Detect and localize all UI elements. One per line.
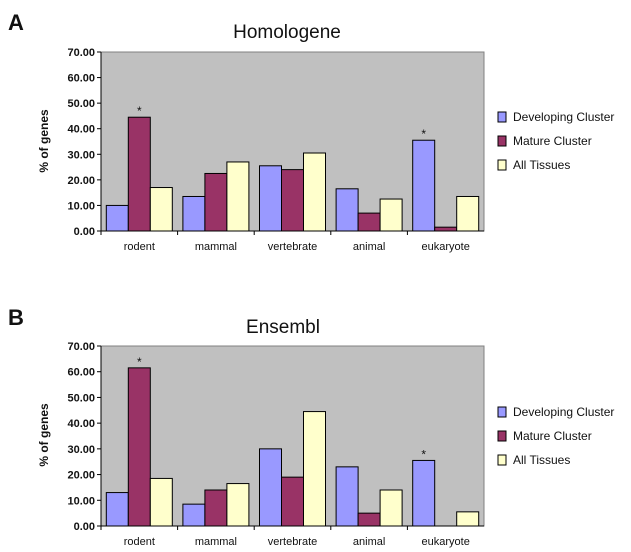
bar-all-tissues [149,477,173,527]
y-tick-label: 0.00 [74,226,95,238]
legend-label: Developing Cluster [513,110,614,124]
x-tick-label: rodent [124,241,155,253]
x-tick-label: mammal [195,241,237,253]
bar-mature-cluster [281,476,304,527]
bar-all-tissues [379,489,403,527]
bar-developing-cluster [335,466,359,527]
bar-mature-cluster [204,172,228,232]
y-tick-label: 20.00 [67,470,95,482]
legend-swatch [497,111,507,123]
bar-mature-cluster [127,367,151,527]
significance-marker: * [421,447,426,461]
bar-mature-cluster [204,489,228,527]
legend-swatch [497,406,507,418]
panel-letter: A [8,10,24,35]
significance-marker: * [137,104,142,118]
bar-developing-cluster [259,448,282,527]
x-tick-label: eukaryote [422,536,470,548]
bar-all-tissues [149,187,173,232]
y-tick-label: 70.00 [67,341,95,353]
legend-swatch [497,159,507,171]
y-tick-label: 60.00 [67,367,95,379]
significance-marker: * [421,127,426,141]
bar-developing-cluster [335,188,359,232]
bar-all-tissues [456,511,480,527]
bar-all-tissues [379,198,403,232]
x-tick-label: animal [353,241,385,253]
bar-developing-cluster [182,195,206,232]
y-axis-label: % of genes [37,403,51,467]
y-tick-label: 10.00 [67,495,95,507]
bar-developing-cluster [412,459,436,527]
y-tick-label: 10.00 [67,200,95,212]
bar-mature-cluster [357,212,381,232]
legend: Developing Cluster Mature Cluster All Tiss… [497,110,614,172]
legend-label: All Tissues [513,453,570,467]
bar-mature-cluster [127,116,151,232]
y-axis-label: % of genes [37,109,51,173]
y-tick-label: 30.00 [67,149,95,161]
legend: Developing Cluster Mature Cluster All Tiss… [497,405,614,467]
x-tick-label: mammal [195,536,237,548]
legend-label: All Tissues [513,158,570,172]
legend-swatch [497,430,507,442]
bar-mature-cluster [434,226,458,232]
bar-mature-cluster [281,169,304,232]
chart-title: Ensembl [246,317,320,338]
x-tick-label: animal [353,536,385,548]
bar-developing-cluster [105,204,129,232]
legend-swatch [497,135,507,147]
legend-label: Mature Cluster [513,134,592,148]
y-tick-label: 20.00 [67,175,95,187]
y-tick-label: 0.00 [74,521,95,533]
x-tick-label: eukaryote [422,241,470,253]
x-tick-label: rodent [124,536,155,548]
y-tick-label: 40.00 [67,124,95,136]
legend-label: Mature Cluster [513,429,592,443]
y-tick-label: 50.00 [67,392,95,404]
legend-label: Developing Cluster [513,405,614,419]
bar-all-tissues [303,152,326,232]
bar-developing-cluster [182,503,206,527]
y-tick-label: 60.00 [67,73,95,85]
bar-all-tissues [226,483,250,527]
x-tick-label: vertebrate [268,241,318,253]
y-tick-label: 70.00 [67,47,95,59]
panel-letter: B [8,305,24,330]
chart-title: Homologene [233,22,341,43]
bar-developing-cluster [412,139,436,232]
bar-developing-cluster [259,165,282,232]
significance-marker: * [137,355,142,369]
y-tick-label: 40.00 [67,418,95,430]
bar-developing-cluster [105,492,129,527]
plot-area: 0.00 10.00 20.00 30.00 40.00 50.00 60.00 70.00 r… [67,341,485,548]
panel-a: A Homologene % of genes 0.00 10.00 20.00 30… [8,10,614,253]
bar-mature-cluster [357,512,381,527]
panel-b: B Ensembl % of genes 0.00 10.00 20.00 30.00… [8,305,614,548]
bar-all-tissues [226,161,250,232]
bar-all-tissues [303,411,326,527]
bar-all-tissues [456,195,480,232]
y-tick-label: 50.00 [67,98,95,110]
plot-area: 0.00 10.00 20.00 30.00 40.00 50.00 60.00 70.00 r… [67,47,485,253]
x-tick-label: vertebrate [268,536,318,548]
y-tick-label: 30.00 [67,444,95,456]
legend-swatch [497,454,507,466]
